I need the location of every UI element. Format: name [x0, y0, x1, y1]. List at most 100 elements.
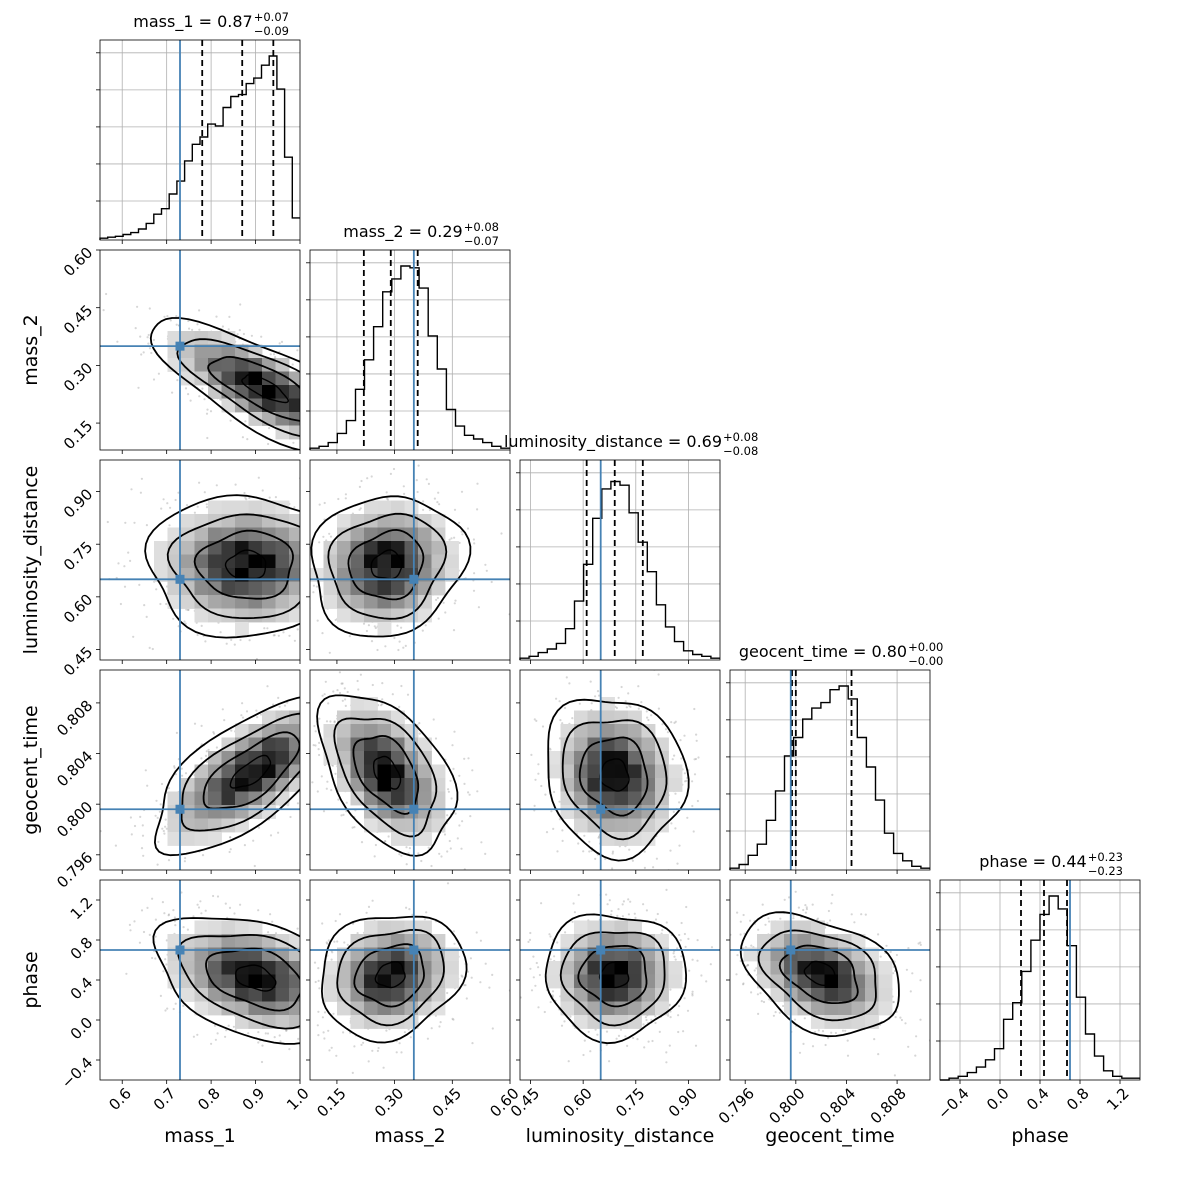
- sample-point: [322, 1031, 325, 1034]
- density-cell: [194, 595, 209, 609]
- sample-point: [333, 704, 335, 706]
- sample-point: [397, 433, 399, 435]
- sample-point: [479, 939, 482, 942]
- sample-point: [306, 396, 308, 398]
- sample-point: [148, 307, 151, 310]
- density-cell: [248, 974, 263, 989]
- density-cell: [181, 371, 195, 386]
- sample-point: [351, 826, 354, 829]
- sample-point: [232, 462, 234, 464]
- density-cell: [221, 500, 236, 515]
- sample-point: [304, 529, 306, 531]
- sample-point: [155, 799, 158, 802]
- sample-point: [353, 1045, 356, 1048]
- density-cell: [221, 581, 236, 596]
- sample-point: [452, 1018, 455, 1021]
- panel-mass_1-vs-geocent_time: [99, 669, 335, 875]
- sample-point: [147, 342, 150, 345]
- sample-point: [416, 490, 419, 494]
- sample-point: [318, 691, 320, 693]
- sample-point: [356, 407, 358, 409]
- sample-point: [301, 963, 303, 965]
- sample-point: [317, 395, 319, 397]
- sample-point: [323, 501, 326, 505]
- sample-point: [165, 827, 168, 830]
- sample-point: [420, 859, 423, 863]
- sample-point: [330, 1043, 332, 1045]
- sample-point: [386, 498, 390, 501]
- sample-point: [316, 402, 318, 404]
- density-cell: [248, 608, 263, 623]
- density-cell: [235, 385, 249, 399]
- sample-point: [167, 859, 171, 862]
- sample-point: [339, 649, 341, 651]
- sample-point: [307, 782, 309, 784]
- sample-point: [323, 703, 325, 705]
- sample-point: [302, 577, 304, 579]
- sample-point: [306, 973, 308, 975]
- density-cell: [235, 791, 249, 806]
- sample-point: [370, 475, 373, 478]
- sample-point: [331, 416, 333, 418]
- sample-point: [336, 940, 339, 943]
- density-cell: [391, 514, 405, 528]
- sample-point: [159, 994, 162, 998]
- sample-point: [458, 774, 461, 777]
- sample-point: [257, 1041, 260, 1044]
- sample-point: [352, 428, 354, 430]
- density-cell: [167, 791, 182, 806]
- sample-point: [310, 940, 312, 942]
- sample-point: [266, 685, 269, 688]
- sample-point: [130, 833, 133, 836]
- sample-point: [296, 349, 299, 352]
- density-cell: [289, 947, 300, 962]
- sample-point: [316, 747, 318, 749]
- sample-point: [175, 731, 178, 735]
- sample-point: [452, 930, 455, 933]
- sample-point: [400, 1051, 403, 1054]
- sample-point: [307, 386, 309, 388]
- panel-frame: [309, 669, 511, 871]
- sample-point: [356, 453, 358, 455]
- sample-point: [225, 642, 228, 645]
- density-cell: [194, 791, 209, 806]
- density-cell: [377, 608, 392, 623]
- sample-point: [289, 815, 292, 819]
- sample-point: [327, 713, 329, 715]
- sample-point: [307, 392, 309, 394]
- sample-point: [316, 416, 318, 418]
- density-cell: [275, 371, 290, 386]
- density-cell: [208, 527, 222, 542]
- sample-point: [144, 769, 147, 772]
- sample-point: [343, 687, 346, 690]
- sample-point: [458, 521, 461, 524]
- sample-point: [311, 691, 313, 693]
- sample-point: [303, 398, 305, 400]
- sample-point: [123, 873, 125, 875]
- sample-point: [157, 372, 160, 375]
- sample-point: [405, 906, 408, 909]
- sample-point: [307, 425, 309, 427]
- sample-point: [245, 710, 249, 713]
- sample-point: [318, 987, 321, 990]
- sample-point: [163, 832, 166, 835]
- sample-point: [154, 814, 157, 817]
- sample-point: [324, 420, 326, 422]
- sample-point: [463, 984, 466, 987]
- sample-point: [484, 661, 486, 663]
- sample-point: [313, 724, 316, 728]
- contour-line: [149, 317, 300, 450]
- sample-point: [250, 334, 253, 337]
- panel-mass_1-vs-phase: [99, 879, 332, 1081]
- sample-point: [314, 728, 316, 730]
- sample-point: [198, 481, 201, 484]
- sample-point: [480, 841, 483, 844]
- sample-point: [285, 1029, 288, 1032]
- sample-point: [314, 986, 316, 988]
- density-cell: [418, 527, 432, 542]
- sample-point: [206, 408, 209, 411]
- sample-point: [470, 976, 473, 979]
- sample-point: [314, 980, 317, 984]
- sample-point: [319, 1022, 321, 1024]
- density-cell: [391, 541, 405, 555]
